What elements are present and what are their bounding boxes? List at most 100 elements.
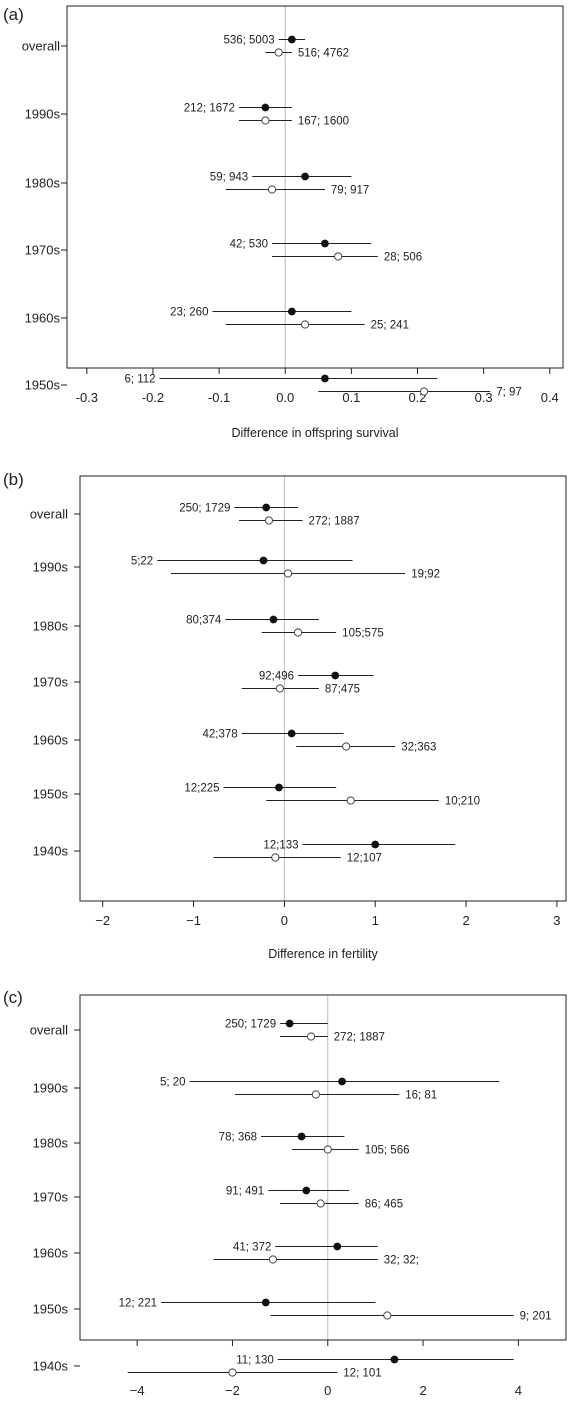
filled-point-1970s bbox=[302, 1186, 311, 1195]
panel-a: (a)-0.3 -0.2 -0.1 0.0 0.1 0.2 0.3 0.4Difference… bbox=[3, 5, 564, 440]
category-label-1960s: 1960s bbox=[25, 311, 61, 326]
x-tick-label: −2 bbox=[225, 1383, 240, 1398]
panel-letter: (c) bbox=[3, 988, 23, 1007]
category-label-1960s: 1960s bbox=[33, 733, 69, 748]
x-tick-label: 0.3 bbox=[475, 390, 493, 405]
open-sample-label-1990s: 167; 1600 bbox=[298, 116, 349, 128]
category-label-1970s: 1970s bbox=[33, 675, 69, 690]
filled-point-1960s bbox=[287, 729, 296, 738]
filled-point-1980s bbox=[301, 172, 309, 181]
panel-c: (c)−4−2024Difference in age at first rep… bbox=[3, 988, 567, 1398]
panel-letter: (a) bbox=[3, 5, 24, 24]
panel-b: (b) −2 −1 0 1 2 3 Difference in fertility overal… bbox=[3, 470, 567, 961]
panel-letter: (b) bbox=[3, 470, 24, 489]
filled-point-1950s bbox=[261, 1298, 270, 1307]
open-sample-label-1970s: 87;475 bbox=[325, 684, 360, 696]
category-label-1950s: 1950s bbox=[33, 787, 69, 802]
open-sample-label-1950s: 9; 201 bbox=[520, 1311, 552, 1323]
open-sample-label-1950s: 7; 97 bbox=[496, 387, 522, 399]
x-tick-label: -0.2 bbox=[142, 390, 164, 405]
category-label-1940s: 1940s bbox=[33, 1359, 69, 1374]
filled-point-1990s bbox=[338, 1077, 346, 1086]
x-tick-label: 0.4 bbox=[541, 390, 559, 405]
open-sample-label-1970s: 28; 506 bbox=[384, 252, 422, 264]
filled-sample-label-1970s: 91; 491 bbox=[226, 1186, 264, 1198]
x-tick-label: −2 bbox=[95, 913, 110, 928]
plot-frame bbox=[66, 5, 564, 369]
filled-sample-label-1970s: 92;496 bbox=[259, 671, 294, 683]
x-tick-label: 2 bbox=[419, 1383, 426, 1398]
filled-point-1940s bbox=[390, 1355, 399, 1364]
x-tick-label: -0.3 bbox=[76, 390, 98, 405]
category-label-overall: overall bbox=[30, 507, 68, 522]
filled-point-overall bbox=[285, 1019, 294, 1028]
filled-sample-label-1950s: 12; 221 bbox=[119, 1298, 157, 1310]
plot-frame bbox=[79, 475, 567, 902]
open-sample-label-1980s: 105; 566 bbox=[365, 1145, 410, 1157]
open-point-1950s bbox=[383, 1311, 392, 1320]
open-sample-label-1950s: 10;210 bbox=[445, 796, 480, 808]
filled-point-1970s bbox=[321, 239, 329, 248]
filled-sample-label-1970s: 42; 530 bbox=[230, 239, 268, 251]
filled-sample-label-1990s: 212; 1672 bbox=[184, 103, 235, 115]
open-sample-label-overall: 516; 4762 bbox=[298, 48, 349, 60]
category-label-1990s: 1990s bbox=[25, 107, 61, 122]
filled-point-1980s bbox=[297, 1132, 306, 1141]
filled-sample-label-1950s: 12;225 bbox=[184, 783, 219, 795]
x-axis-label: Difference in offspring survival bbox=[232, 426, 399, 440]
filled-sample-label-1960s: 23; 260 bbox=[170, 307, 208, 319]
category-label-1980s: 1980s bbox=[33, 619, 69, 634]
open-point-1960s bbox=[300, 320, 310, 329]
filled-point-overall bbox=[262, 503, 271, 512]
x-tick-label: −1 bbox=[186, 913, 201, 928]
filled-sample-label-overall: 250; 1729 bbox=[225, 1019, 276, 1031]
open-point-1970s bbox=[334, 252, 343, 261]
filled-point-1960s bbox=[287, 307, 296, 316]
category-label-1950s: 1950s bbox=[25, 378, 61, 393]
x-axis-label: Difference in fertility bbox=[268, 947, 378, 961]
x-tick-label: -0.1 bbox=[208, 390, 230, 405]
filled-sample-label-overall: 250; 1729 bbox=[179, 503, 230, 515]
plot-frame bbox=[79, 994, 567, 1341]
category-label-1970s: 1970s bbox=[25, 243, 61, 258]
open-sample-label-1990s: 16; 81 bbox=[405, 1090, 437, 1102]
open-sample-label-overall: 272; 1887 bbox=[334, 1032, 385, 1044]
open-sample-label-1960s: 32;363 bbox=[401, 742, 436, 754]
open-point-1940s bbox=[228, 1368, 237, 1377]
filled-sample-label-1980s: 78; 368 bbox=[219, 1132, 257, 1144]
category-label-1950s: 1950s bbox=[33, 1302, 69, 1317]
filled-sample-label-1980s: 80;374 bbox=[186, 615, 222, 627]
filled-point-1940s bbox=[371, 840, 380, 849]
filled-point-1950s bbox=[321, 374, 329, 383]
open-point-1990s bbox=[311, 1090, 320, 1099]
open-point-1950s bbox=[346, 796, 355, 805]
open-sample-label-1940s: 12;107 bbox=[347, 853, 382, 865]
filled-sample-label-1950s: 6; 112 bbox=[124, 374, 155, 386]
x-tick-label: 0.1 bbox=[342, 390, 360, 405]
category-label-overall: overall bbox=[22, 39, 60, 54]
category-label-1940s: 1940s bbox=[33, 844, 69, 859]
open-sample-label-1980s: 79; 917 bbox=[331, 185, 369, 197]
open-point-1980s bbox=[323, 1145, 332, 1154]
filled-sample-label-1960s: 42;378 bbox=[203, 729, 238, 741]
filled-point-1950s bbox=[275, 783, 283, 792]
filled-point-1990s bbox=[261, 103, 270, 112]
open-sample-label-1970s: 86; 465 bbox=[365, 1199, 403, 1211]
open-point-1970s bbox=[275, 684, 284, 693]
open-sample-label-1980s: 105;575 bbox=[342, 628, 384, 640]
category-label-1960s: 1960s bbox=[33, 1246, 69, 1261]
open-point-1980s bbox=[267, 185, 277, 194]
category-label-1970s: 1970s bbox=[33, 1190, 69, 1205]
open-point-1980s bbox=[293, 628, 303, 637]
x-tick-label: 0.0 bbox=[276, 390, 294, 405]
category-label-overall: overall bbox=[30, 1023, 68, 1038]
filled-sample-label-1990s: 5;22 bbox=[131, 556, 153, 568]
open-point-1950s bbox=[420, 387, 429, 396]
filled-sample-label-1980s: 59; 943 bbox=[210, 172, 248, 184]
category-label-1980s: 1980s bbox=[33, 1136, 69, 1151]
open-point-1990s bbox=[283, 569, 293, 578]
filled-sample-label-1940s: 12;133 bbox=[263, 840, 298, 852]
filled-point-overall bbox=[287, 35, 296, 44]
